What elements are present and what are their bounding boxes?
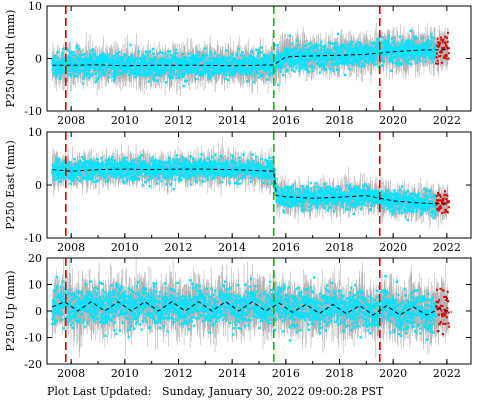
trend-line-2 <box>52 301 453 316</box>
plot-area-1 <box>51 132 450 238</box>
trend-line-0 <box>52 49 447 67</box>
y-tick-label-0-0: -10 <box>24 105 42 118</box>
x-tick-label-2-3: 2014 <box>218 367 246 380</box>
x-tick-label-2-0: 2008 <box>57 367 85 380</box>
y-tick-label-2-3: 10 <box>28 279 42 292</box>
x-tick-label-2-6: 2020 <box>379 367 407 380</box>
x-tick-label-1-7: 2022 <box>433 241 461 254</box>
data-point-path-0 <box>51 29 438 88</box>
x-tick-label-1-1: 2010 <box>111 241 139 254</box>
x-tick-label-1-2: 2012 <box>164 241 192 254</box>
x-tick-label-1-6: 2020 <box>379 241 407 254</box>
x-tick-label-2-2: 2012 <box>164 367 192 380</box>
x-tick-label-1-4: 2016 <box>272 241 300 254</box>
y-tick-label-2-0: -20 <box>24 358 42 371</box>
y-tick-label-2-2: 0 <box>35 305 42 318</box>
y-tick-label-1-0: -10 <box>24 232 42 245</box>
x-tick-label-0-3: 2014 <box>218 114 246 127</box>
footer-datetime: Sunday, January 30, 2022 09:00:28 PST <box>161 385 384 398</box>
x-tick-label-0-7: 2022 <box>433 114 461 127</box>
x-tick-label-2-7: 2022 <box>433 367 461 380</box>
y-tick-label-1-2: 10 <box>28 126 42 139</box>
y-axis-label-1: P250 East (mm) <box>4 140 17 230</box>
x-tick-label-1-5: 2018 <box>326 241 354 254</box>
y-axis-label-2: P250 Up (mm) <box>4 270 17 351</box>
x-tick-label-2-5: 2018 <box>326 367 354 380</box>
x-tick-label-0-1: 2010 <box>111 114 139 127</box>
x-tick-label-0-2: 2012 <box>164 114 192 127</box>
footer-label: Plot Last Updated: <box>47 385 152 398</box>
error-bar-path-1 <box>52 137 449 229</box>
y-axis-label-0: P250 North (mm) <box>4 10 17 108</box>
x-tick-label-2-1: 2010 <box>111 367 139 380</box>
recent-points-0 <box>435 31 450 65</box>
plot-last-updated: Plot Last Updated: Sunday, January 30, 2… <box>47 385 383 398</box>
x-tick-label-0-5: 2018 <box>326 114 354 127</box>
y-tick-label-0-2: 10 <box>28 0 42 13</box>
panel-1: 2008 2010 2012 2014 2016 2018 2020 2022 -10 0 10 P2… <box>4 126 472 254</box>
plot-area-2 <box>51 258 453 364</box>
y-tick-label-2-1: -10 <box>24 332 42 345</box>
recent-points-2 <box>435 287 450 336</box>
x-tick-label-0-4: 2016 <box>272 114 300 127</box>
data-points-0 <box>51 29 438 88</box>
plot-area-0 <box>51 6 450 111</box>
y-tick-label-1-1: 0 <box>35 179 42 192</box>
x-tick-label-2-4: 2016 <box>272 367 300 380</box>
panel-2: 2008 2010 2012 2014 2016 2018 2020 2022 -20 -10 0 1… <box>4 252 472 380</box>
x-tick-label-0-0: 2008 <box>57 114 85 127</box>
error-bars-1 <box>52 137 449 229</box>
x-tick-label-1-3: 2014 <box>218 241 246 254</box>
x-tick-label-1-0: 2008 <box>57 241 85 254</box>
x-tick-label-0-6: 2020 <box>379 114 407 127</box>
y-tick-label-0-1: 0 <box>35 53 42 66</box>
y-tick-label-2-4: 20 <box>28 252 42 265</box>
panel-0: 2008 2010 2012 2014 2016 2018 2020 2022 -10 0 10 P2… <box>4 0 472 127</box>
